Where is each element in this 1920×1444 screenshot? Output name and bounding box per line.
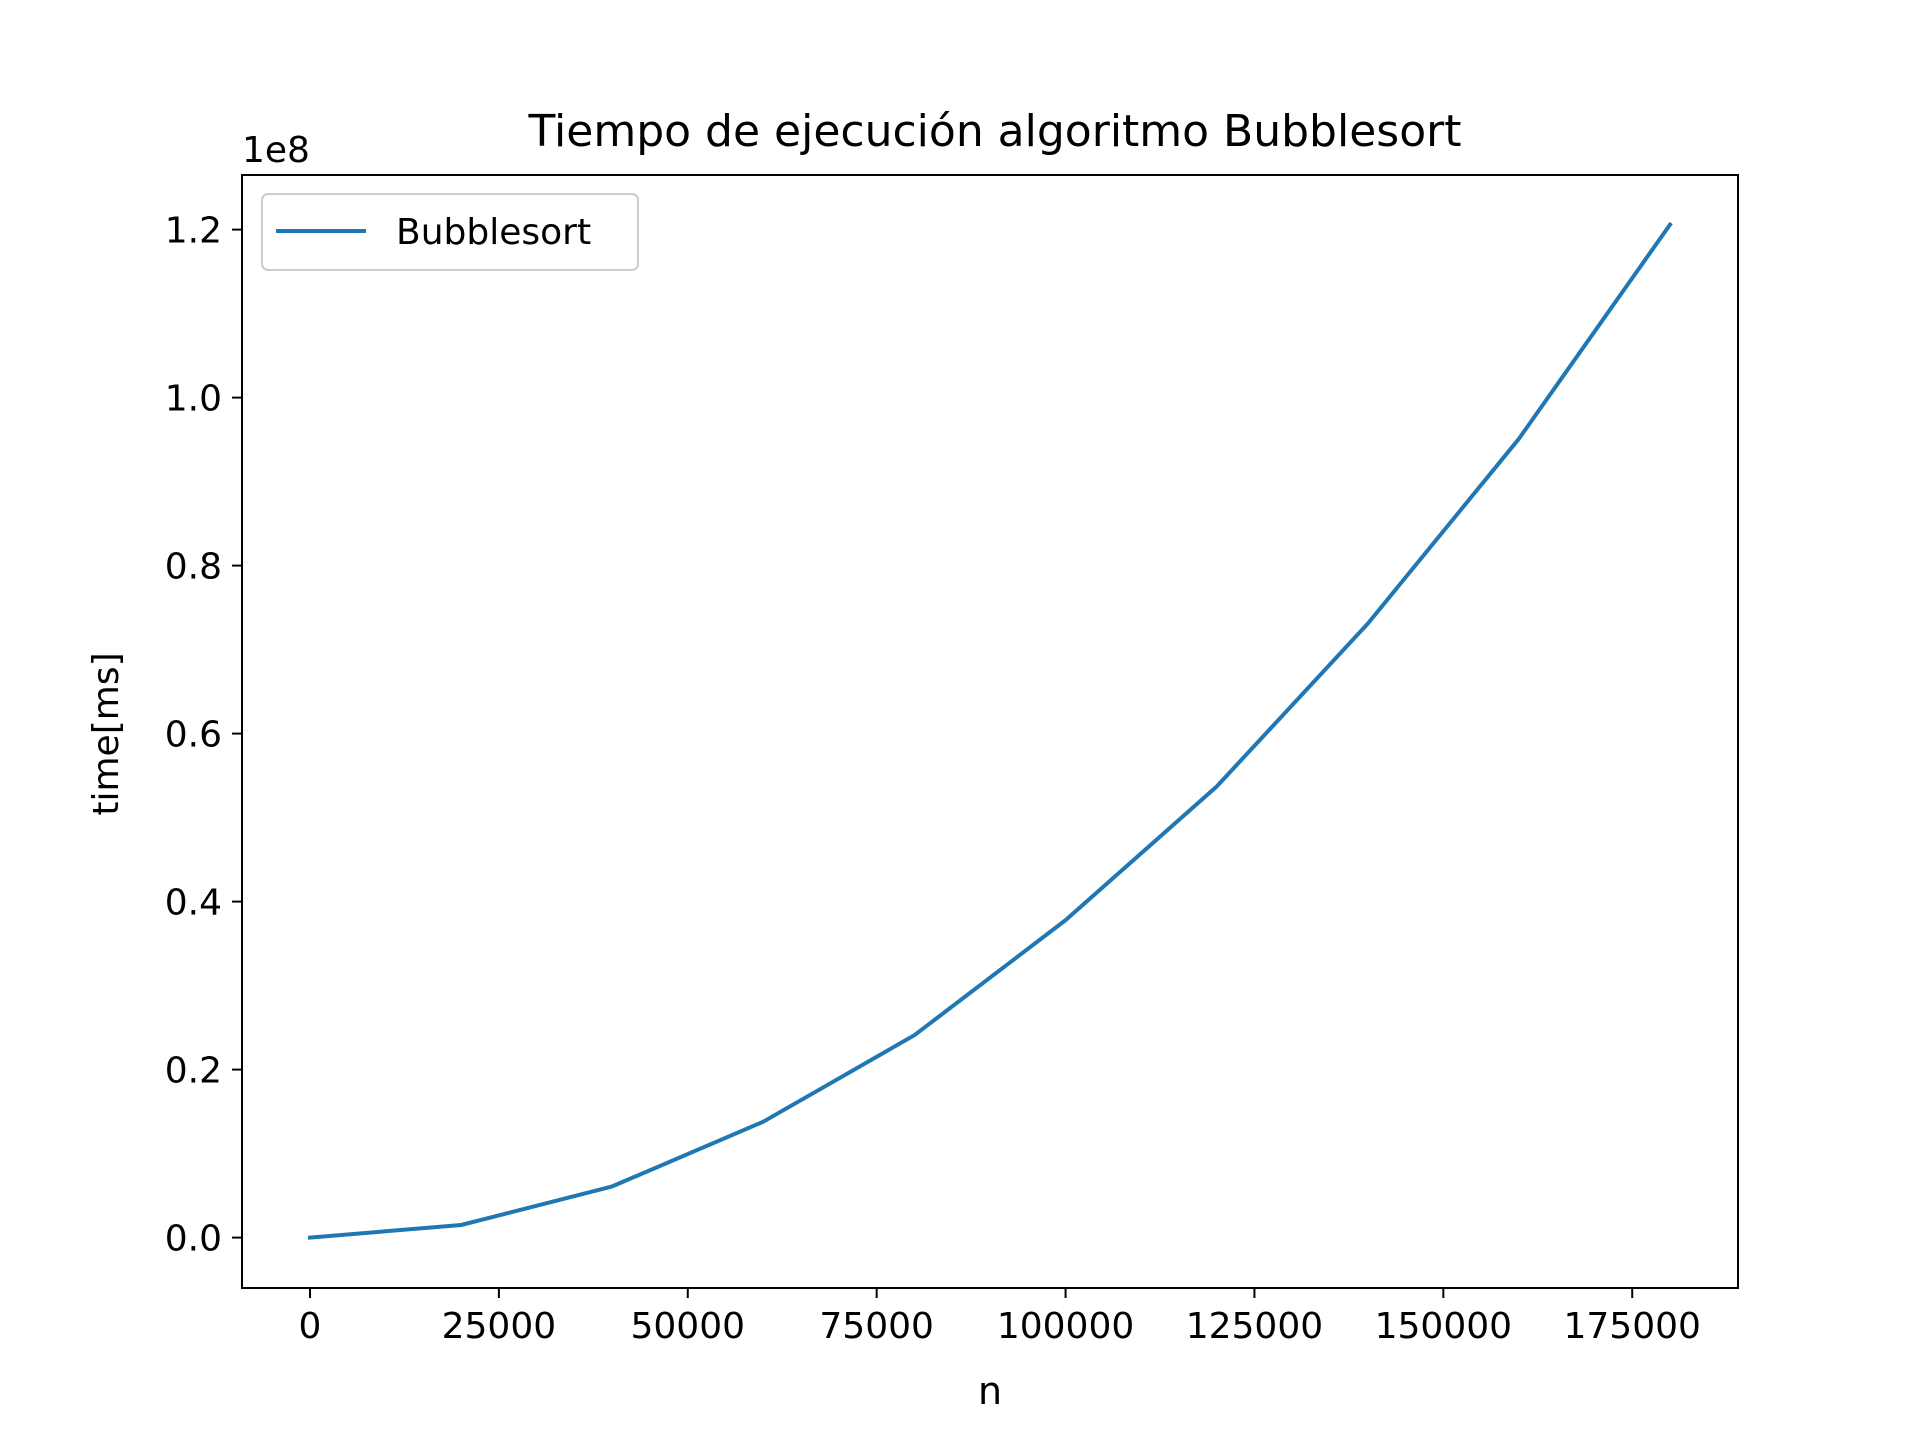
y-tick-label: 0.0 [165, 1219, 222, 1260]
y-tick-label: 0.8 [165, 547, 222, 588]
chart-title: Tiempo de ejecución algoritmo Bubblesort [528, 106, 1462, 157]
legend-label: Bubblesort [396, 212, 591, 253]
x-tick-label: 150000 [1375, 1306, 1512, 1347]
y-tick-label: 0.4 [165, 883, 222, 924]
legend-box [261, 193, 639, 271]
plot-frame [241, 174, 1739, 1289]
y-axis-label: time[ms] [86, 652, 127, 815]
x-axis-ticks: 0 25000 50000 75000 100000 125000 150000 175000 [299, 1288, 1701, 1347]
y-tick-label: 0.6 [165, 715, 222, 756]
x-axis-label: n [978, 1369, 1002, 1413]
series-layer [307, 221, 1673, 1240]
x-tick-label: 100000 [997, 1306, 1134, 1347]
y-tick-label: 1.0 [165, 379, 222, 420]
y-tick-label: 0.2 [165, 1051, 222, 1092]
x-tick-label: 75000 [819, 1306, 934, 1347]
x-tick-label: 175000 [1564, 1306, 1701, 1347]
y-tick-label: 1.2 [165, 211, 222, 252]
series-line-bubblesort [307, 221, 1673, 1240]
y-axis-ticks: 0.0 0.2 0.4 0.6 0.8 1.0 1.2 [165, 211, 242, 1260]
y-axis-offset-label: 1e8 [242, 130, 310, 171]
x-tick-label: 50000 [631, 1306, 746, 1347]
x-tick-label: 25000 [442, 1306, 557, 1347]
x-tick-label: 125000 [1186, 1306, 1323, 1347]
legend: Bubblesort [261, 193, 639, 271]
x-tick-label: 0 [299, 1306, 322, 1347]
